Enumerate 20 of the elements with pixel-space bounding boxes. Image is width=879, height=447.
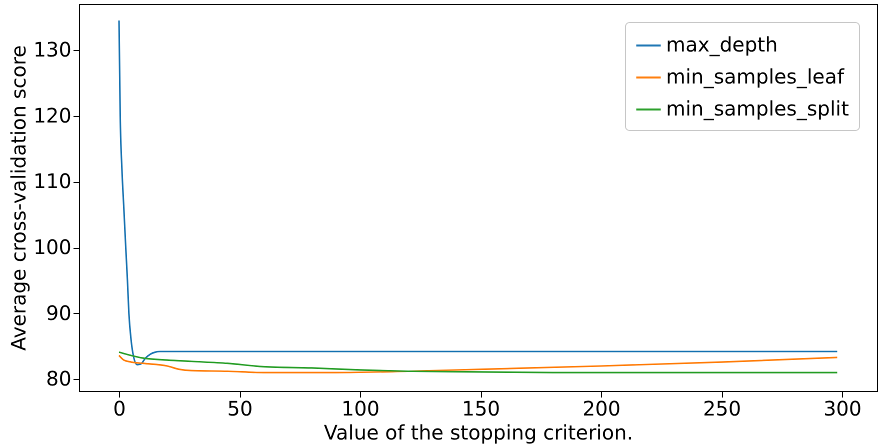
x-tick-label: 250 (702, 396, 742, 420)
legend-label: min_samples_split (666, 96, 850, 120)
y-tick-label: 120 (33, 103, 72, 128)
x-tick-label: 100 (341, 396, 380, 420)
legend-label: min_samples_leaf (666, 64, 845, 88)
x-axis-title: Value of the stopping criterion. (324, 420, 634, 444)
x-tick-label: 50 (227, 396, 253, 420)
x-tick-label: 300 (823, 396, 862, 420)
line-series (118, 351, 838, 374)
x-tick-label: 200 (582, 396, 621, 420)
line-series (118, 354, 838, 374)
y-tick-label: 130 (33, 38, 72, 62)
x-tick-label: 150 (462, 396, 500, 420)
y-tick-label: 110 (33, 169, 72, 194)
y-tick-label: 80 (46, 366, 72, 391)
y-axis-title: Average cross-validation score (6, 45, 30, 351)
y-tick-label: 90 (46, 300, 72, 325)
y-tick-label: 100 (33, 235, 72, 260)
x-tick-label: 0 (113, 396, 126, 420)
legend-label: max_depth (666, 32, 778, 56)
